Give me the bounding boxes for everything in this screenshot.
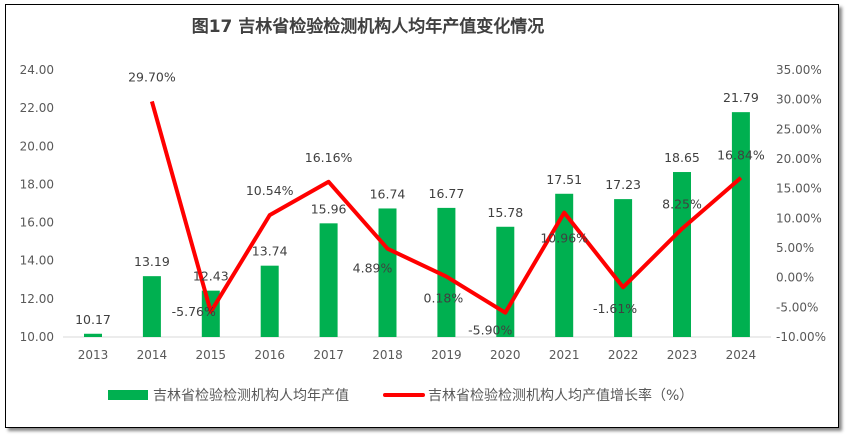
x-axis-tick: 2013 xyxy=(78,348,109,362)
left-axis-tick: 16.00 xyxy=(20,216,54,230)
right-axis-tick: 25.00% xyxy=(776,122,822,136)
bar-2022 xyxy=(614,199,633,337)
bar-label: 12.43 xyxy=(193,269,229,284)
left-axis-tick: 20.00 xyxy=(20,139,54,153)
bar-label: 16.74 xyxy=(370,186,406,201)
bar-2014 xyxy=(142,276,161,337)
line-label: 10.96% xyxy=(540,231,588,246)
chart-frame xyxy=(5,4,839,428)
left-axis-tick: 10.00 xyxy=(20,330,54,344)
bar-label: 17.23 xyxy=(605,177,641,192)
bar-label: 21.79 xyxy=(723,90,759,105)
x-axis-tick: 2015 xyxy=(196,348,227,362)
line-label: 16.84% xyxy=(717,148,765,163)
x-axis-tick: 2024 xyxy=(726,348,757,362)
line-label: -5.76% xyxy=(172,304,216,319)
legend-bar-swatch xyxy=(108,390,148,400)
bar-label: 16.77 xyxy=(429,186,465,201)
right-axis-tick: 20.00% xyxy=(776,152,822,166)
bar-label: 10.17 xyxy=(75,312,111,327)
bar-2019 xyxy=(437,207,456,337)
bar-label: 15.96 xyxy=(311,201,347,216)
left-axis-tick: 18.00 xyxy=(20,177,54,191)
line-label: 8.25% xyxy=(662,197,702,212)
right-axis-tick: 15.00% xyxy=(776,182,822,196)
bar-label: 13.19 xyxy=(134,254,170,269)
x-axis-tick: 2014 xyxy=(137,348,168,362)
bar-label: 15.78 xyxy=(487,205,523,220)
left-axis-tick: 22.00 xyxy=(20,101,54,115)
x-axis-tick: 2018 xyxy=(372,348,403,362)
bar-2023 xyxy=(673,172,691,337)
right-axis-tick: 5.00% xyxy=(776,241,814,255)
x-axis-tick: 2022 xyxy=(608,348,639,362)
right-axis-tick: -5.00% xyxy=(776,300,818,314)
bar-2017 xyxy=(319,223,338,337)
right-axis-tick: 30.00% xyxy=(776,93,822,107)
bar-2021 xyxy=(555,193,574,337)
bar-2020 xyxy=(496,226,515,337)
line-label: -1.61% xyxy=(593,301,637,316)
x-axis-tick: 2023 xyxy=(667,348,698,362)
bar-2013 xyxy=(84,333,102,337)
right-axis-tick: 10.00% xyxy=(776,211,822,225)
x-axis-tick: 2016 xyxy=(254,348,285,362)
x-axis-tick: 2021 xyxy=(549,348,580,362)
chart-title: 图17 吉林省检验检测机构人均年产值变化情况 xyxy=(192,16,545,37)
line-label: -5.90% xyxy=(468,323,512,338)
legend: 吉林省检验检测机构人均年产值 吉林省检验检测机构人均产值增长率（%） xyxy=(108,387,693,404)
right-axis-tick: 0.00% xyxy=(776,271,814,285)
x-axis-tick: 2017 xyxy=(313,348,344,362)
legend-line-label: 吉林省检验检测机构人均产值增长率（%） xyxy=(428,387,693,404)
left-axis-tick: 24.00 xyxy=(20,63,54,77)
line-label: 29.70% xyxy=(128,69,176,84)
x-axis-tick: 2019 xyxy=(431,348,462,362)
left-axis-tick: 14.00 xyxy=(20,254,54,268)
right-axis-tick: -10.00% xyxy=(776,330,826,344)
right-axis-tick: 35.00% xyxy=(776,63,822,77)
line-label: 4.89% xyxy=(353,261,393,276)
bar-label: 13.74 xyxy=(252,244,288,259)
bar-label: 18.65 xyxy=(664,150,700,165)
bar-2024 xyxy=(731,112,750,337)
line-label: 10.54% xyxy=(246,183,294,198)
legend-bar-label: 吉林省检验检测机构人均年产值 xyxy=(153,388,349,404)
line-label: 0.18% xyxy=(424,291,464,306)
left-axis-tick: 12.00 xyxy=(20,292,54,306)
bar-2016 xyxy=(260,265,279,337)
x-axis-tick: 2020 xyxy=(490,348,521,362)
bar-label: 17.51 xyxy=(546,172,582,187)
line-label: 16.16% xyxy=(305,150,353,165)
